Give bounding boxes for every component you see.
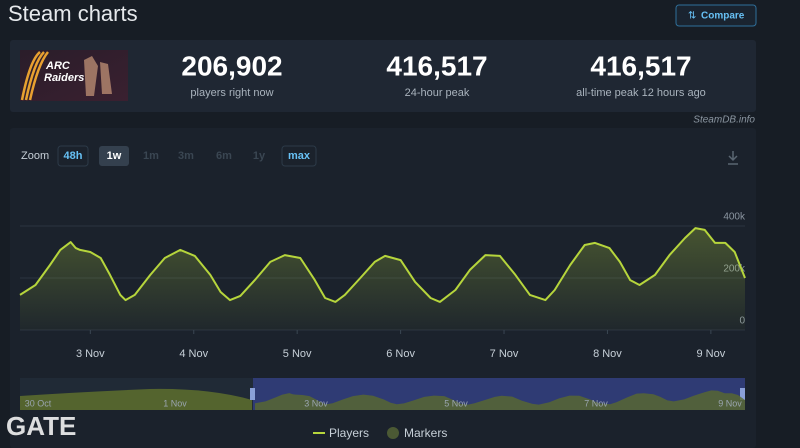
legend-label[interactable]: Players bbox=[329, 426, 369, 440]
source[interactable]: SteamDB.info bbox=[693, 115, 755, 126]
download-icon[interactable] bbox=[728, 151, 738, 165]
compare-icon: ⇅ bbox=[688, 11, 696, 22]
players-line bbox=[19, 227, 746, 303]
legend-swatch bbox=[387, 427, 399, 439]
x-tick-label: 7 Nov bbox=[490, 348, 519, 360]
legend-label[interactable]: Markers bbox=[404, 426, 447, 440]
zoom-button-bg[interactable] bbox=[281, 145, 317, 167]
navigator-label: 30 Oct bbox=[25, 398, 52, 408]
navigator-handle[interactable] bbox=[250, 388, 255, 400]
navigator-label: 5 Nov bbox=[444, 398, 468, 408]
stat-label: 24-hour peak bbox=[405, 87, 470, 99]
stat-value: 416,517 bbox=[386, 50, 487, 81]
stat-label: all-time peak 12 hours ago bbox=[576, 87, 706, 99]
watermark: GATE bbox=[6, 411, 76, 441]
logo-text: ARC bbox=[45, 60, 71, 72]
navigator-area bbox=[255, 390, 745, 410]
zoom-option[interactable]: 1w bbox=[107, 150, 122, 162]
compare-label[interactable]: Compare bbox=[701, 11, 745, 22]
navigator-handle[interactable] bbox=[740, 388, 745, 400]
zoom-option[interactable]: 6m bbox=[216, 150, 232, 162]
zoom-option[interactable]: 48h bbox=[64, 150, 83, 162]
stats-panel bbox=[10, 40, 756, 112]
compare-button[interactable] bbox=[675, 4, 757, 27]
zoom-option[interactable]: 1m bbox=[143, 150, 159, 162]
x-tick-label: 3 Nov bbox=[76, 348, 105, 360]
x-tick-label: 8 Nov bbox=[593, 348, 622, 360]
navigator-history bbox=[20, 388, 252, 410]
logo-figures bbox=[84, 56, 112, 96]
stat-value: 206,902 bbox=[181, 50, 282, 81]
y-tick-label: 400k bbox=[723, 212, 746, 223]
stat-label: players right now bbox=[190, 87, 273, 99]
logo-text: Raiders bbox=[44, 72, 84, 84]
zoom-button-bg[interactable] bbox=[57, 145, 89, 167]
zoom-option[interactable]: 1y bbox=[253, 150, 266, 162]
players-area bbox=[20, 228, 745, 330]
x-tick-label: 5 Nov bbox=[283, 348, 312, 360]
stat-value: 416,517 bbox=[590, 50, 691, 81]
navigator-label: 1 Nov bbox=[163, 398, 187, 408]
page-title: Steam charts bbox=[8, 1, 138, 26]
navigator-label: 9 Nov bbox=[718, 398, 742, 408]
zoom-button-bg[interactable] bbox=[99, 146, 129, 166]
x-tick-label: 4 Nov bbox=[179, 348, 208, 360]
navigator-label: 7 Nov bbox=[584, 398, 608, 408]
x-tick-label: 6 Nov bbox=[386, 348, 415, 360]
navigator-label: 3 Nov bbox=[304, 398, 328, 408]
zoom-label: Zoom bbox=[21, 150, 49, 162]
x-tick-label: 9 Nov bbox=[696, 348, 725, 360]
logo-stripes bbox=[20, 51, 49, 101]
zoom-option[interactable]: max bbox=[288, 150, 311, 162]
zoom-option[interactable]: 3m bbox=[178, 150, 194, 162]
